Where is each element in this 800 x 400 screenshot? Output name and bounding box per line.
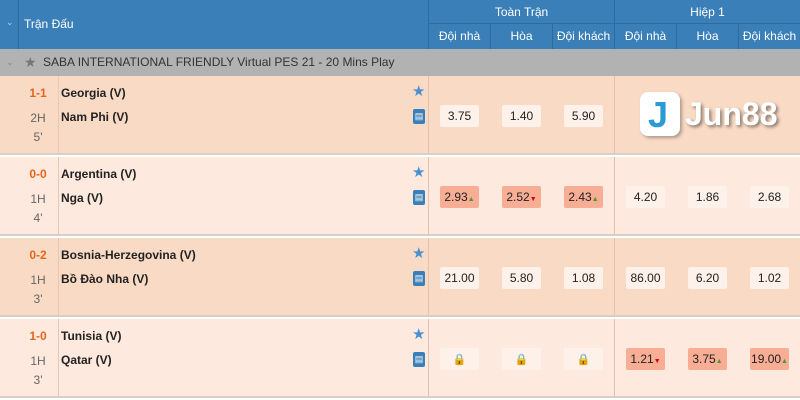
match-time: 1H 4' (30, 192, 46, 225)
odds-button[interactable]: 2.93▲ (440, 186, 479, 208)
home-team: Georgia (V) (61, 86, 126, 100)
col-home-h1: Đội nhà (614, 24, 676, 49)
favorite-star-icon[interactable]: ★ (412, 326, 426, 343)
firsthalf-group: Hiệp 1 (614, 0, 800, 24)
away-team: Nam Phi (V) (61, 110, 129, 124)
match-row: 0-2 1H 3' Bosnia-Herzegovina (V) Bồ Đào N… (0, 238, 800, 317)
match-time: 1H 3' (30, 273, 46, 306)
odds-button[interactable]: 1.08 (564, 267, 603, 289)
odds-button[interactable]: 86.00 (626, 267, 665, 289)
col-home: Đội nhà (428, 24, 490, 49)
odds-button[interactable]: 3.75 (440, 105, 479, 127)
match-score: 0-2 (29, 248, 47, 262)
col-away: Đội khách (552, 24, 614, 49)
col-away-h1: Đội khách (738, 24, 800, 49)
locked-odd: 🔒 (502, 348, 541, 370)
odds-button[interactable]: 2.43▲ (564, 186, 603, 208)
fulltime-group: Toàn Trận (428, 0, 614, 24)
match-row: 0-0 1H 4' Argentina (V) Nga (V) ★ ▤ 2.93▲… (0, 157, 800, 236)
odds-button[interactable]: 5.80 (502, 267, 541, 289)
odds-button[interactable]: 2.52▼ (502, 186, 541, 208)
match-time: 2H 5' (30, 111, 46, 144)
table-header: ⌄ Trận Đấu Toàn Trận Hiệp 1 Đội nhà Hòa … (0, 0, 800, 49)
arrow-up-icon: ▲ (715, 358, 723, 365)
stats-icon[interactable]: ▤ (413, 271, 425, 286)
star-icon[interactable]: ★ (24, 54, 37, 70)
match-score: 0-0 (29, 167, 47, 181)
match-row: 1-0 1H 3' Tunisia (V) Qatar (V) ★ ▤ 🔒 🔒 🔒 1.… (0, 319, 800, 398)
match-score: 1-1 (29, 86, 47, 100)
odds-button[interactable]: 1.21▼ (626, 348, 665, 370)
favorite-star-icon[interactable]: ★ (412, 164, 426, 181)
arrow-down-icon: ▼ (653, 358, 661, 365)
home-team: Tunisia (V) (61, 329, 122, 343)
odds-button[interactable]: 19.00▲ (750, 348, 789, 370)
odds-button[interactable]: 4.20 (626, 186, 665, 208)
arrow-down-icon: ▼ (529, 196, 537, 203)
stats-icon[interactable]: ▤ (413, 190, 425, 205)
col-draw: Hòa (490, 24, 552, 49)
match-score: 1-0 (29, 329, 47, 343)
odds-button[interactable]: 2.68 (750, 186, 789, 208)
arrow-up-icon: ▲ (781, 358, 788, 365)
odds-button[interactable]: 21.00 (440, 267, 479, 289)
odds-button[interactable]: 3.75▲ (688, 348, 727, 370)
odds-button[interactable]: 1.40 (502, 105, 541, 127)
favorite-star-icon[interactable]: ★ (412, 83, 426, 100)
odds-button[interactable]: 5.90 (564, 105, 603, 127)
arrow-up-icon: ▲ (467, 196, 475, 203)
odds-button[interactable]: 1.86 (688, 186, 727, 208)
match-column-title: Trận Đấu (24, 17, 74, 31)
odds-button[interactable]: 1.02 (750, 267, 789, 289)
jun88-logo: J Jun88 (640, 92, 790, 138)
chevron-down-icon[interactable]: ⌄ (6, 57, 14, 67)
locked-odd: 🔒 (564, 348, 603, 370)
col-draw-h1: Hòa (676, 24, 738, 49)
league-name: SABA INTERNATIONAL FRIENDLY Virtual PES … (43, 55, 395, 69)
lock-icon: 🔒 (576, 354, 591, 366)
league-bar[interactable]: ⌄ ★ SABA INTERNATIONAL FRIENDLY Virtual … (0, 49, 800, 76)
home-team: Bosnia-Herzegovina (V) (61, 248, 196, 262)
lock-icon: 🔒 (514, 354, 529, 366)
locked-odd: 🔒 (440, 348, 479, 370)
away-team: Bồ Đào Nha (V) (61, 272, 149, 286)
match-time: 1H 3' (30, 354, 46, 387)
favorite-star-icon[interactable]: ★ (412, 245, 426, 262)
away-team: Nga (V) (61, 191, 103, 205)
stats-icon[interactable]: ▤ (413, 352, 425, 367)
collapse-all-icon[interactable]: ⌄ (6, 17, 14, 27)
odds-button[interactable]: 6.20 (688, 267, 727, 289)
away-team: Qatar (V) (61, 353, 112, 367)
lock-icon: 🔒 (452, 354, 467, 366)
home-team: Argentina (V) (61, 167, 137, 181)
stats-icon[interactable]: ▤ (413, 109, 425, 124)
arrow-up-icon: ▲ (591, 196, 599, 203)
